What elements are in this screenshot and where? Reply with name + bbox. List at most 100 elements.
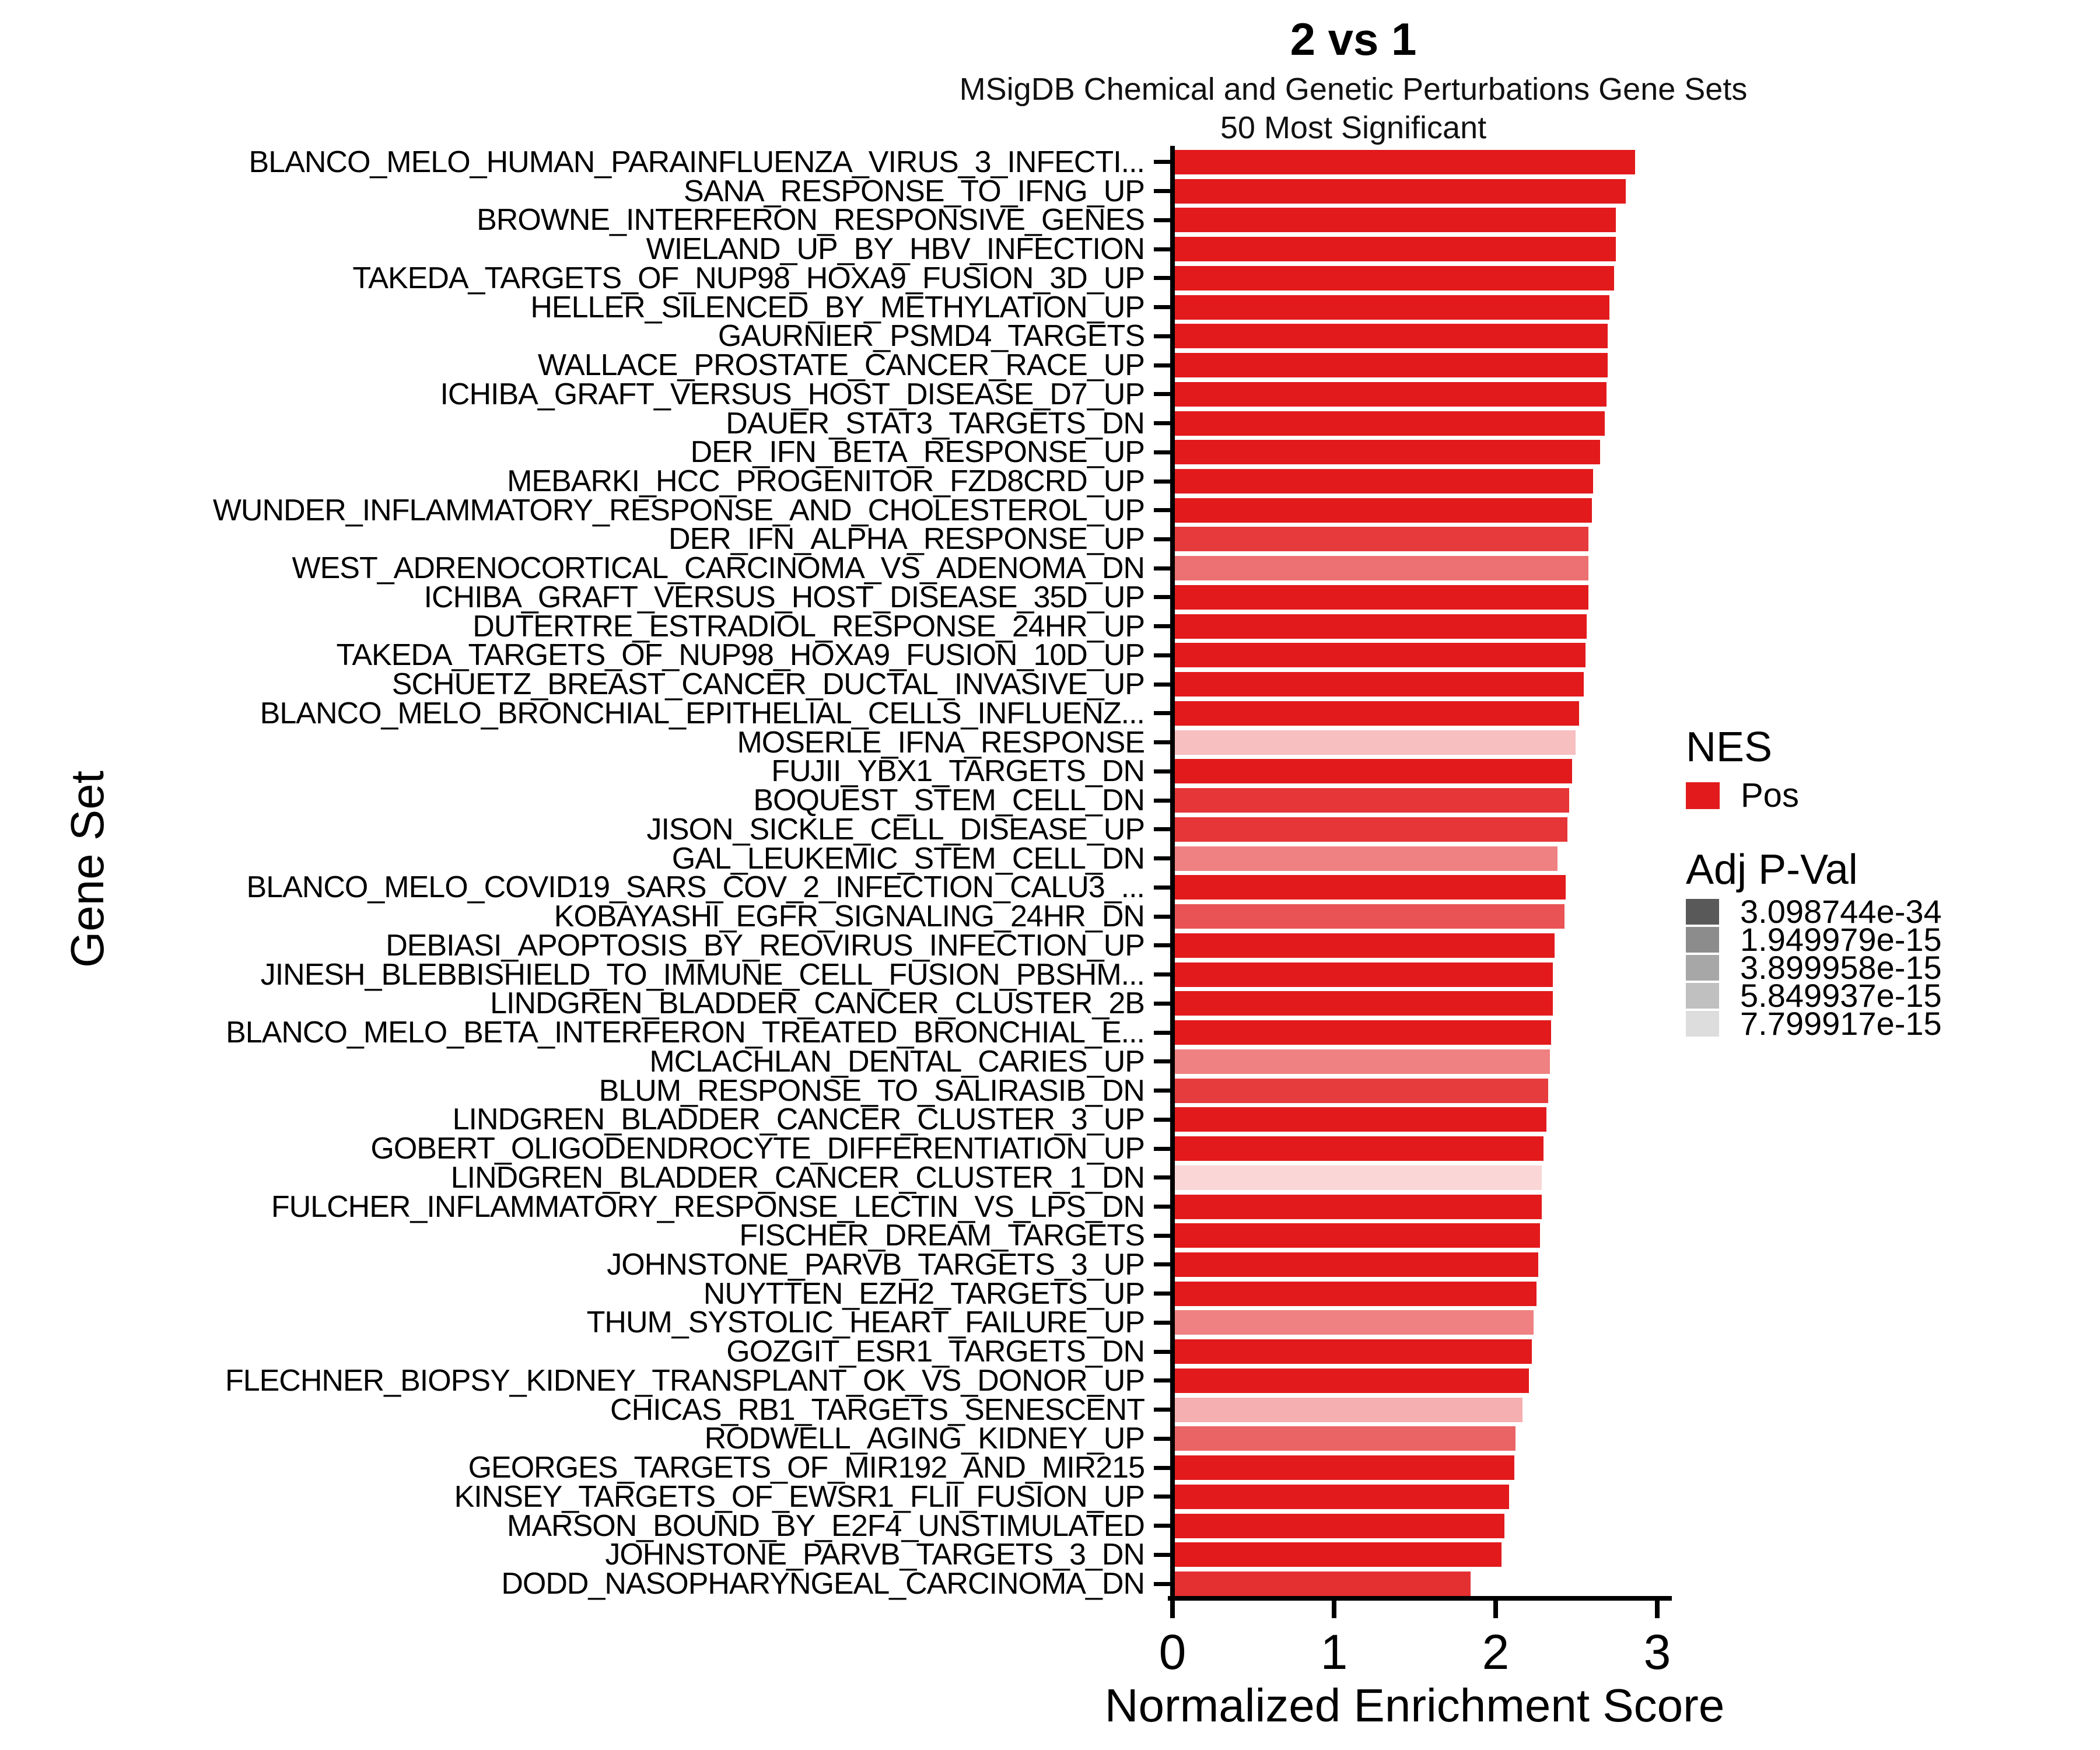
gene-set-label: TAKEDA_TARGETS_OF_NUP98_HOXA9_FUSION_10D… — [336, 638, 1145, 673]
y-axis-tick — [1154, 363, 1170, 368]
legend-pval-item: 3.098744e-34 — [1686, 892, 1942, 930]
y-axis-tick — [1154, 711, 1170, 716]
nes-bar — [1175, 265, 1614, 290]
gene-set-label: SCHUETZ_BREAST_CANCER_DUCTAL_INVASIVE_UP — [391, 667, 1145, 702]
nes-pos-swatch — [1686, 782, 1720, 809]
nes-bar — [1175, 904, 1564, 929]
y-axis-tick — [1154, 1292, 1170, 1296]
nes-bar — [1175, 178, 1626, 204]
gene-set-label: BLUM_RESPONSE_TO_SALIRASIB_DN — [598, 1073, 1145, 1108]
gene-set-label: JOHNSTONE_PARVB_TARGETS_3_UP — [607, 1247, 1145, 1282]
y-axis-tick — [1154, 479, 1170, 484]
gene-set-label: KINSEY_TARGETS_OF_EWSR1_FLII_FUSION_UP — [454, 1479, 1145, 1514]
nes-bar — [1175, 1310, 1534, 1335]
nes-bar — [1175, 440, 1600, 465]
gene-set-label: JINESH_BLEBBISHIELD_TO_IMMUNE_CELL_FUSIO… — [260, 957, 1145, 992]
gene-set-label: GEORGES_TARGETS_OF_MIR192_AND_MIR215 — [468, 1451, 1145, 1485]
gene-set-label: GAL_LEUKEMIC_STEM_CELL_DN — [671, 841, 1145, 876]
nes-bar — [1175, 1194, 1542, 1219]
y-axis-tick — [1154, 740, 1170, 745]
y-axis-tick — [1154, 943, 1170, 948]
gene-set-label: NUYTTEN_EZH2_TARGETS_UP — [703, 1276, 1145, 1311]
y-axis-tick — [1154, 218, 1170, 222]
gene-set-label: GOBERT_OLIGODENDROCYTE_DIFFERENTIATION_U… — [370, 1132, 1145, 1166]
y-axis-tick — [1154, 1262, 1170, 1267]
nes-bar — [1175, 1223, 1540, 1248]
nes-bar — [1175, 382, 1606, 407]
nes-bar — [1175, 1136, 1544, 1161]
nes-bar — [1175, 614, 1587, 639]
y-axis-tick — [1154, 1146, 1170, 1151]
nes-bar — [1175, 527, 1588, 552]
nes-bar — [1175, 1252, 1538, 1277]
gene-set-label: JOHNSTONE_PARVB_TARGETS_3_DN — [605, 1538, 1145, 1572]
nes-bar — [1175, 788, 1569, 813]
x-axis-tick-label: 2 — [1482, 1625, 1510, 1679]
nes-bar — [1175, 1107, 1546, 1132]
legend-pval-item: 5.849937e-15 — [1686, 977, 1942, 1014]
nes-bar — [1175, 643, 1586, 668]
x-axis-tick-label: 0 — [1158, 1625, 1186, 1679]
y-axis-tick — [1154, 1408, 1170, 1412]
gene-set-label: GOZGIT_ESR1_TARGETS_DN — [726, 1335, 1145, 1369]
gene-set-label: GAURNIER_PSMD4_TARGETS — [718, 319, 1145, 354]
gene-set-label: BOQUEST_STEM_CELL_DN — [753, 783, 1145, 818]
gene-set-label: MCLACHLAN_DENTAL_CARIES_UP — [649, 1044, 1145, 1079]
gene-set-label: HELLER_SILENCED_BY_METHYLATION_UP — [530, 290, 1145, 324]
legend-nes-title: NES — [1686, 724, 1773, 771]
nes-bar — [1175, 817, 1567, 842]
y-axis-tick — [1154, 450, 1170, 454]
y-axis-tick — [1154, 1320, 1170, 1325]
nes-bar — [1175, 353, 1608, 378]
y-axis-tick — [1154, 1465, 1170, 1470]
y-axis-tick — [1154, 1088, 1170, 1093]
gene-set-label: MEBARKI_HCC_PROGENITOR_FZD8CRD_UP — [507, 464, 1145, 498]
pval-swatch — [1686, 926, 1719, 953]
y-axis-tick — [1154, 160, 1170, 164]
x-axis-line — [1168, 1596, 1672, 1601]
y-axis-tick — [1154, 1059, 1170, 1064]
y-axis-tick — [1154, 305, 1170, 310]
nes-bar — [1175, 498, 1592, 523]
nes-bar — [1175, 149, 1635, 174]
gene-set-label: DODD_NASOPHARYNGEAL_CARCINOMA_DN — [501, 1567, 1145, 1601]
pval-swatch — [1686, 982, 1719, 1009]
nes-bar — [1175, 1455, 1514, 1480]
y-axis-tick — [1154, 972, 1170, 977]
y-axis-tick — [1154, 334, 1170, 338]
nes-bar — [1175, 1572, 1471, 1597]
nes-bar — [1175, 584, 1588, 610]
nes-bar — [1175, 1020, 1551, 1045]
nes-bar — [1175, 730, 1576, 755]
nes-bar — [1175, 846, 1558, 871]
pval-swatch — [1686, 954, 1719, 981]
y-axis-tick — [1154, 537, 1170, 541]
y-axis-tick — [1154, 1524, 1170, 1528]
pval-label: 3.899958e-15 — [1740, 949, 1942, 986]
y-axis-tick — [1154, 624, 1170, 629]
nes-bar — [1175, 933, 1555, 958]
gene-set-label: ICHIBA_GRAFT_VERSUS_HOST_DISEASE_D7_UP — [440, 377, 1145, 411]
x-axis-tick-label: 3 — [1643, 1625, 1671, 1679]
gene-set-label: CHICAS_RB1_TARGETS_SENESCENT — [610, 1392, 1145, 1427]
y-axis-tick — [1154, 914, 1170, 919]
y-axis-tick — [1154, 1117, 1170, 1122]
gene-set-label: DER_IFN_ALPHA_RESPONSE_UP — [668, 522, 1145, 556]
chart-subtitle-line1: MSigDB Chemical and Genetic Perturbation… — [959, 72, 1748, 107]
y-axis-tick — [1154, 827, 1170, 832]
gene-set-label: FISCHER_DREAM_TARGETS — [739, 1219, 1145, 1253]
nes-bar — [1175, 991, 1553, 1016]
gene-set-label: BLANCO_MELO_BRONCHIAL_EPITHELIAL_CELLS_I… — [260, 696, 1145, 730]
pval-swatch — [1686, 898, 1719, 925]
y-axis-tick — [1154, 1378, 1170, 1383]
gene-set-label: DAUER_STAT3_TARGETS_DN — [726, 406, 1145, 440]
nes-bar — [1175, 411, 1605, 436]
gene-set-label: WALLACE_PROSTATE_CANCER_RACE_UP — [537, 348, 1145, 383]
y-axis-tick — [1154, 508, 1170, 513]
nes-bar — [1175, 1542, 1502, 1567]
gene-set-label: WIELAND_UP_BY_HBV_INFECTION — [646, 232, 1145, 267]
y-axis-tick — [1154, 247, 1170, 251]
gene-set-label: DUTERTRE_ESTRADIOL_RESPONSE_24HR_UP — [473, 609, 1145, 643]
gene-set-label: DEBIASI_APOPTOSIS_BY_REOVIRUS_INFECTION_… — [386, 928, 1145, 963]
